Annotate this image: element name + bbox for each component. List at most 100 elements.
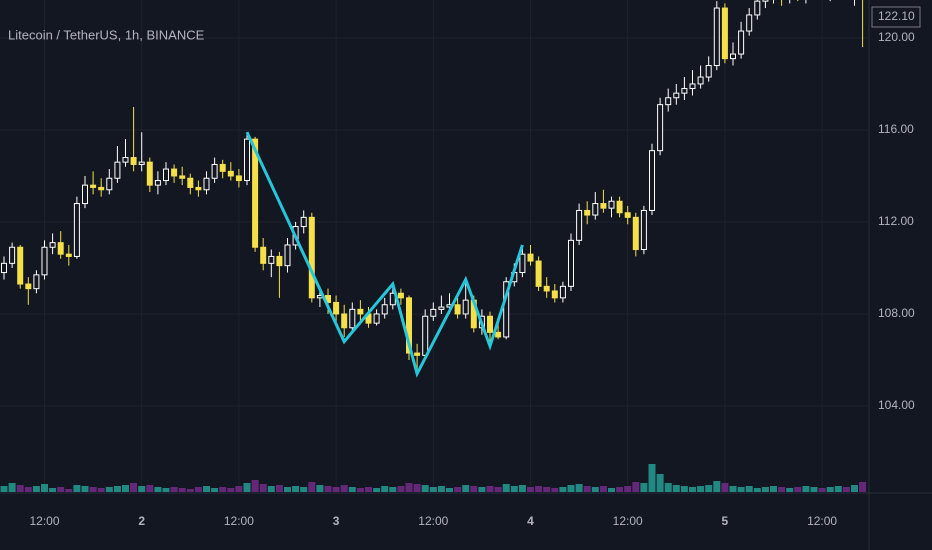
volume-bar (842, 487, 850, 492)
volume-bar (211, 488, 219, 492)
volume-bar (308, 482, 316, 492)
candle-body (33, 274, 40, 290)
y-tick-label: 104.00 (878, 398, 915, 412)
x-tick-label: 4 (527, 514, 534, 528)
x-tick-label: 12:00 (29, 514, 59, 528)
candle-body (406, 297, 412, 354)
candle-body (57, 242, 64, 255)
x-tick-label: 2 (138, 514, 145, 528)
volume-bar (648, 464, 656, 492)
volume-bar (632, 482, 640, 492)
candle-body (98, 186, 105, 191)
volume-bar (834, 486, 842, 492)
candle-body (179, 175, 186, 179)
volume-bar (138, 486, 146, 492)
volume-bar (251, 480, 259, 492)
candle-body (430, 308, 437, 317)
candle-body (568, 239, 574, 287)
volume-bar (324, 486, 332, 492)
candle-body (414, 352, 421, 356)
volume-bar (624, 486, 632, 492)
candle-body (171, 168, 178, 177)
volume-bar (113, 486, 121, 492)
volume-bar (729, 486, 737, 492)
candle-body (584, 209, 591, 216)
candle-body (114, 161, 121, 179)
volume-bar (365, 487, 372, 492)
volume-bar (186, 489, 194, 492)
candle-body (640, 209, 647, 251)
candle-body (41, 246, 48, 276)
volume-bar (486, 486, 494, 492)
volume-bar (300, 487, 308, 492)
volume-bar (122, 485, 129, 492)
volume-bar (356, 488, 364, 492)
candle-body (122, 157, 129, 163)
candle-body (203, 177, 210, 191)
volume-bar (535, 486, 543, 492)
volume-bar (235, 486, 243, 492)
candle-body (195, 186, 202, 191)
volume-bar (518, 485, 526, 492)
candle-body (746, 14, 753, 32)
volume-bar (599, 486, 607, 492)
candle-body (762, 0, 769, 2)
volume-bar (146, 485, 154, 492)
volume-bar (41, 484, 48, 492)
volume-bar (680, 486, 688, 492)
candle-body (657, 104, 664, 152)
y-tick-label: 116.00 (878, 122, 914, 136)
volume-bar (608, 488, 615, 492)
volume-bar (389, 487, 397, 492)
x-tick-label: 12:00 (613, 514, 643, 528)
volume-bar (32, 486, 40, 492)
candle-body (73, 203, 80, 257)
candle-body (730, 53, 736, 60)
volume-bar (818, 488, 826, 492)
candle-body (397, 292, 404, 299)
volume-bar (130, 483, 138, 492)
volume-bar (689, 487, 696, 492)
candle-body (608, 200, 615, 209)
volume-bar (284, 487, 291, 492)
volume-bar (332, 487, 340, 492)
volume-bar (24, 487, 32, 492)
candle-body (543, 285, 550, 292)
candle-body (90, 184, 97, 188)
volume-bar (437, 486, 445, 492)
candle-body (357, 308, 364, 315)
x-tick-label: 3 (333, 514, 340, 528)
volume-bar (89, 487, 97, 492)
volume-bar (859, 482, 867, 492)
volume-bar (65, 489, 73, 492)
volume-bar (470, 486, 478, 492)
candle-body (487, 315, 493, 333)
volume-bar (49, 488, 57, 492)
candle-body (697, 76, 704, 85)
candle-body (9, 246, 16, 264)
candle-body (373, 313, 380, 324)
volume-bar (348, 487, 356, 492)
volume-bar (316, 485, 324, 492)
volume-bar (421, 485, 429, 492)
candle-body (106, 177, 113, 191)
candle-body (25, 283, 32, 290)
y-tick-label: 112.00 (878, 214, 914, 228)
volume-bar (57, 487, 65, 492)
volume-bar (721, 483, 729, 492)
volume-bar (413, 484, 421, 492)
candle-body (713, 7, 720, 67)
candle-body (49, 242, 56, 248)
volume-bar (219, 487, 227, 492)
candle-body (227, 170, 234, 177)
candle-body (705, 65, 712, 78)
y-tick-label: 120.00 (878, 30, 915, 44)
candle-body (65, 253, 72, 257)
volume-bar (462, 485, 470, 492)
candle-body (349, 308, 356, 329)
candle-body (154, 180, 161, 186)
volume-bar (292, 486, 300, 492)
x-tick-label: 5 (722, 514, 729, 528)
